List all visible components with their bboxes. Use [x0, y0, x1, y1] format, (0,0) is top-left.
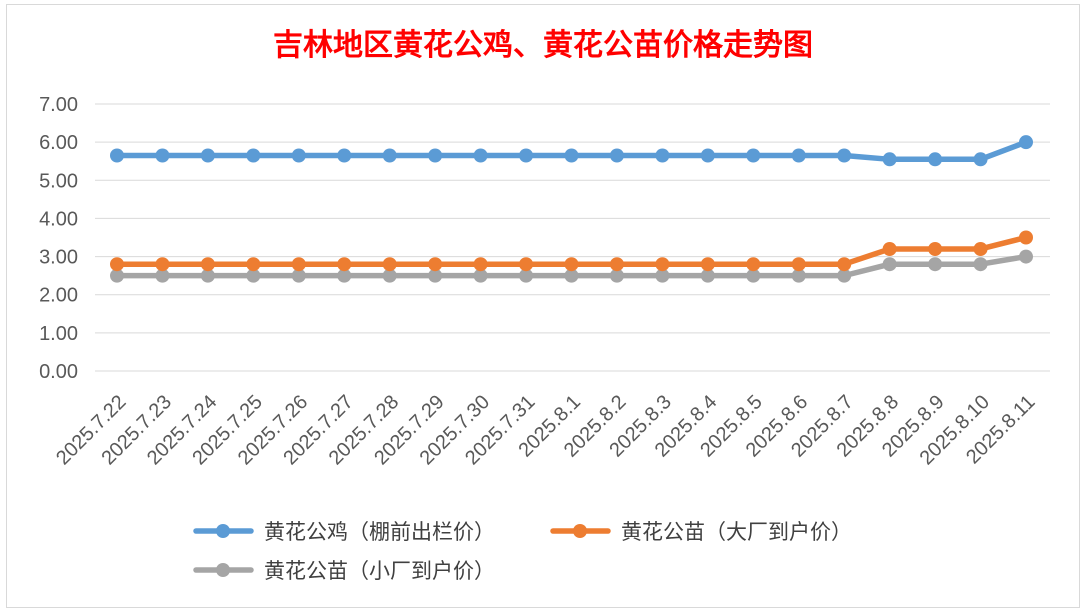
data-point	[200, 257, 215, 272]
data-point	[519, 268, 534, 283]
data-point	[700, 268, 715, 283]
data-point	[973, 241, 988, 256]
data-point	[882, 241, 897, 256]
data-point	[382, 148, 397, 163]
grid-lines	[95, 103, 1050, 372]
y-tick-label: 3.00	[39, 247, 78, 269]
y-tick-label: 7.00	[39, 94, 78, 116]
data-point	[155, 148, 170, 163]
data-point	[791, 257, 806, 272]
legend-item-2: 黄花公苗（小厂到户价）	[193, 559, 495, 583]
chart-title: 吉林地区黄花公鸡、黄花公苗价格走势图	[273, 28, 813, 63]
y-axis-tick-labels: 0.00 1.00 2.00 3.00 4.00 5.00 6.00 7.00	[39, 94, 78, 383]
data-point	[473, 257, 488, 272]
data-point	[110, 257, 124, 272]
data-point	[246, 268, 261, 283]
x-axis-tick-labels: 2025.7.222025.7.232025.7.242025.7.252025…	[52, 391, 1039, 469]
data-point	[155, 268, 170, 283]
data-point	[200, 268, 215, 283]
legend-item-0: 黄花公鸡（棚前出栏价）	[193, 520, 495, 544]
data-point	[609, 268, 624, 283]
data-point	[655, 257, 670, 272]
legend-label: 黄花公苗（大厂到户价）	[621, 520, 852, 544]
data-point	[428, 268, 443, 283]
data-point	[928, 241, 943, 256]
data-point	[837, 148, 852, 163]
data-point	[655, 148, 670, 163]
legend: 黄花公鸡（棚前出栏价） 黄花公苗（大厂到户价） 黄花公苗（小厂到户价）	[193, 520, 852, 583]
data-point	[700, 257, 715, 272]
y-tick-label: 4.00	[39, 208, 78, 230]
series-0	[110, 135, 1033, 167]
y-tick-label: 1.00	[39, 323, 78, 345]
data-point	[882, 257, 897, 272]
data-point	[428, 148, 443, 163]
data-point	[519, 148, 534, 163]
data-point	[1019, 135, 1033, 150]
data-point	[291, 268, 306, 283]
legend-label: 黄花公鸡（棚前出栏价）	[264, 520, 495, 544]
data-point	[609, 257, 624, 272]
data-point	[928, 257, 943, 272]
data-point	[564, 148, 579, 163]
data-point	[882, 152, 897, 167]
data-point	[110, 268, 124, 283]
data-point	[473, 268, 488, 283]
data-point	[200, 148, 215, 163]
data-point	[110, 148, 124, 163]
data-point	[291, 257, 306, 272]
data-point	[337, 257, 352, 272]
data-point	[837, 268, 852, 283]
data-point	[746, 148, 761, 163]
chart-frame	[6, 4, 1080, 608]
legend-dot-marker	[573, 524, 587, 538]
legend-dot-marker	[216, 563, 230, 577]
data-point	[564, 257, 579, 272]
data-point	[1019, 230, 1033, 245]
data-point	[382, 257, 397, 272]
data-point	[973, 152, 988, 167]
data-point	[291, 148, 306, 163]
data-point	[1019, 249, 1033, 264]
y-tick-label: 5.00	[39, 170, 78, 192]
data-point	[700, 148, 715, 163]
y-tick-label: 6.00	[39, 132, 78, 154]
data-point	[655, 268, 670, 283]
data-point	[564, 268, 579, 283]
y-tick-label: 2.00	[39, 285, 78, 307]
data-point	[746, 268, 761, 283]
series-1	[110, 230, 1033, 272]
legend-dot-marker	[216, 524, 230, 538]
data-point	[246, 257, 261, 272]
data-point	[155, 257, 170, 272]
y-tick-label: 0.00	[39, 361, 78, 383]
legend-label: 黄花公苗（小厂到户价）	[264, 559, 495, 583]
data-point	[837, 257, 852, 272]
data-point	[246, 148, 261, 163]
data-point	[973, 257, 988, 272]
data-point	[337, 268, 352, 283]
data-point	[746, 257, 761, 272]
data-point	[609, 148, 624, 163]
data-point	[337, 148, 352, 163]
data-point	[791, 148, 806, 163]
series-2	[110, 249, 1033, 283]
data-point	[382, 268, 397, 283]
data-point	[791, 268, 806, 283]
legend-item-1: 黄花公苗（大厂到户价）	[550, 520, 852, 544]
data-point	[928, 152, 943, 167]
data-point	[473, 148, 488, 163]
data-point	[428, 257, 443, 272]
data-point	[519, 257, 534, 272]
series-lines	[110, 135, 1033, 283]
